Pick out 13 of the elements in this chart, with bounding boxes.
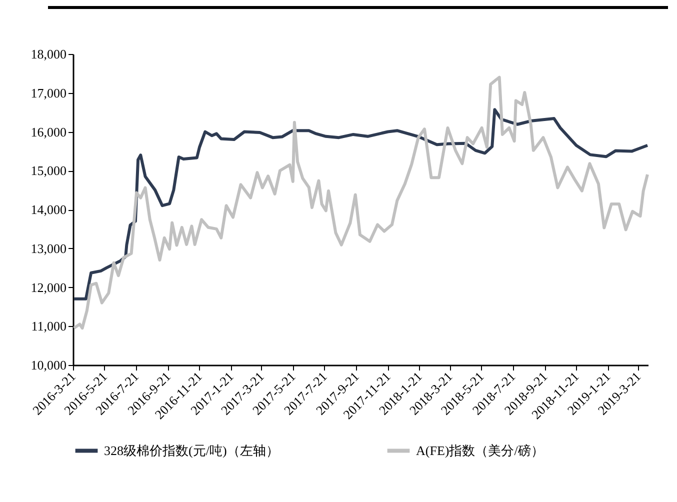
line-series <box>72 108 649 300</box>
y-tick-label: 14,000 <box>30 202 66 217</box>
y-tick-label: 17,000 <box>30 85 66 100</box>
legend-label: 328级棉价指数(元/吨)（左轴） <box>104 442 279 458</box>
legend-label: A(FE)指数（美分/磅） <box>416 442 544 458</box>
y-tick-label: 15,000 <box>30 163 66 178</box>
y-tick-label: 16,000 <box>30 124 66 140</box>
y-tick-label: 12,000 <box>30 280 66 295</box>
y-tick-label: 10,000 <box>30 358 66 372</box>
y-tick-label: 13,000 <box>30 240 66 256</box>
y-tick-label: 18,000 <box>30 46 66 62</box>
y-tick-label: 11,000 <box>31 318 66 334</box>
line-series <box>72 76 649 330</box>
